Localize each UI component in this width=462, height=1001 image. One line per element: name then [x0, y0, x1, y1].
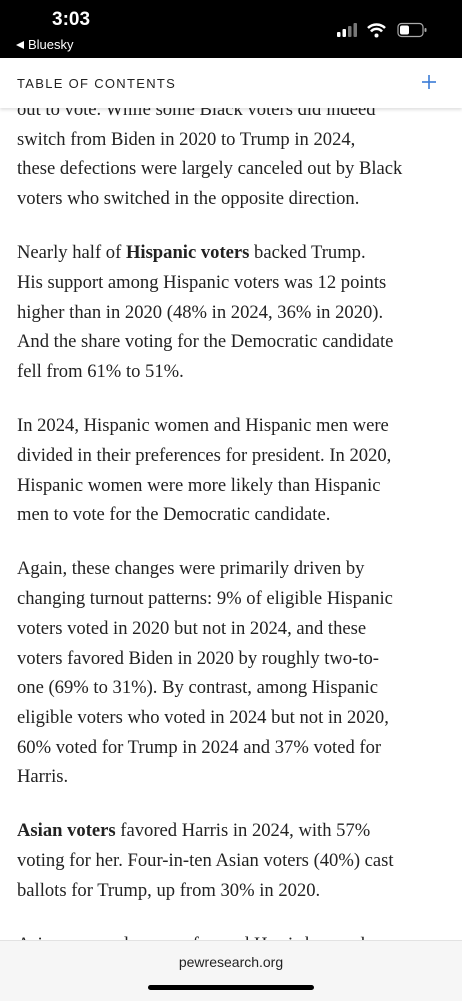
- text-line: men to vote for the Democratic candidate…: [17, 500, 457, 530]
- text: voters who switched in the opposite dire…: [17, 188, 360, 210]
- home-indicator: [148, 985, 314, 990]
- bold-text: Hispanic voters: [125, 242, 250, 264]
- text-line: His support among Hispanic voters was 12…: [17, 268, 457, 298]
- text-line: ballots for Trump, up from 30% in 2020.: [17, 876, 457, 906]
- clock: 3:03: [52, 9, 91, 30]
- text-line: Asian voters favored Harris in 2024, wit…: [17, 816, 457, 846]
- text: backed Trump.: [249, 242, 366, 264]
- text: fell from 61% to 51%.: [17, 361, 184, 382]
- text: Hispanic women were more likely than His…: [17, 474, 381, 496]
- paragraph: Again, these changes were primarily driv…: [17, 554, 457, 792]
- text: ballots for Trump, up from 30% in 2020.: [17, 879, 321, 901]
- text: one (69% to 31%). By contrast, among His…: [17, 677, 378, 699]
- text: Again, these changes were primarily driv…: [17, 558, 365, 580]
- browser-bar: pewresearch.org: [0, 940, 462, 1001]
- text-line: voters voted in 2020 but not in 2024, an…: [17, 614, 457, 644]
- text-line: Harris.: [17, 762, 457, 792]
- text: And the share voting for the Democratic …: [17, 331, 394, 353]
- text: voters favored Biden in 2020 by roughly …: [17, 647, 379, 669]
- text-line: Again, these changes were primarily driv…: [17, 554, 457, 584]
- text: Harris.: [17, 766, 69, 788]
- toc-title[interactable]: TABLE OF CONTENTS: [17, 76, 177, 91]
- article-body: out to vote. While some Black voters did…: [17, 95, 457, 984]
- text: switch from Biden in 2020 to Trump in 20…: [17, 128, 356, 150]
- text: changing turnout patterns: 9% of eligibl…: [17, 588, 393, 610]
- text: divided in their preferences for preside…: [17, 444, 392, 466]
- back-arrow[interactable]: [15, 40, 25, 50]
- text-line: fell from 61% to 51%.: [17, 357, 457, 387]
- text: 60% voted for Trump in 2024 and 37% vote…: [17, 736, 382, 758]
- text-line: eligible voters who voted in 2024 but no…: [17, 703, 457, 733]
- text-line: switch from Biden in 2020 to Trump in 20…: [17, 125, 457, 155]
- expand-button[interactable]: [421, 74, 437, 90]
- text: voters voted in 2020 but not in 2024, an…: [17, 617, 367, 639]
- text: eligible voters who voted in 2024 but no…: [17, 706, 389, 728]
- text: men to vote for the Democratic candidate…: [17, 504, 331, 526]
- text-line: these defections were largely canceled o…: [17, 154, 457, 184]
- status-icons: [337, 22, 427, 38]
- paragraph: Asian voters favored Harris in 2024, wit…: [17, 816, 457, 905]
- toc-header[interactable]: TABLE OF CONTENTS: [0, 58, 462, 108]
- text-line: changing turnout patterns: 9% of eligibl…: [17, 584, 457, 614]
- text-line: Nearly half of Hispanic voters backed Tr…: [17, 238, 457, 268]
- status-bar: 3:03 Bluesky: [0, 0, 462, 58]
- text: In 2024, Hispanic women and Hispanic men…: [17, 415, 389, 437]
- text-line: higher than in 2020 (48% in 2024, 36% in…: [17, 298, 457, 328]
- text-line: voters who switched in the opposite dire…: [17, 184, 457, 214]
- back-app[interactable]: Bluesky: [28, 37, 74, 52]
- url[interactable]: pewresearch.org: [178, 954, 284, 970]
- paragraph: Nearly half of Hispanic voters backed Tr…: [17, 238, 457, 386]
- text: favored Harris in 2024, with 57%: [115, 820, 371, 842]
- text: higher than in 2020 (48% in 2024, 36% in…: [17, 301, 384, 323]
- text: Nearly half of: [17, 242, 126, 264]
- text-line: Hispanic women were more likely than His…: [17, 471, 457, 501]
- text-line: voting for her. Four-in-ten Asian voters…: [17, 846, 457, 876]
- text-line: voters favored Biden in 2020 by roughly …: [17, 644, 457, 674]
- bold-text: Asian voters: [17, 820, 116, 842]
- text: His support among Hispanic voters was 12…: [17, 271, 387, 293]
- paragraph: out to vote. While some Black voters did…: [17, 95, 457, 214]
- text: voting for her. Four-in-ten Asian voters…: [17, 850, 394, 872]
- text: these defections were largely canceled o…: [17, 158, 403, 180]
- text-line: divided in their preferences for preside…: [17, 441, 457, 471]
- paragraph: In 2024, Hispanic women and Hispanic men…: [17, 411, 457, 530]
- text-line: In 2024, Hispanic women and Hispanic men…: [17, 411, 457, 441]
- text-line: And the share voting for the Democratic …: [17, 327, 457, 357]
- text-line: 60% voted for Trump in 2024 and 37% vote…: [17, 733, 457, 763]
- text-line: one (69% to 31%). By contrast, among His…: [17, 673, 457, 703]
